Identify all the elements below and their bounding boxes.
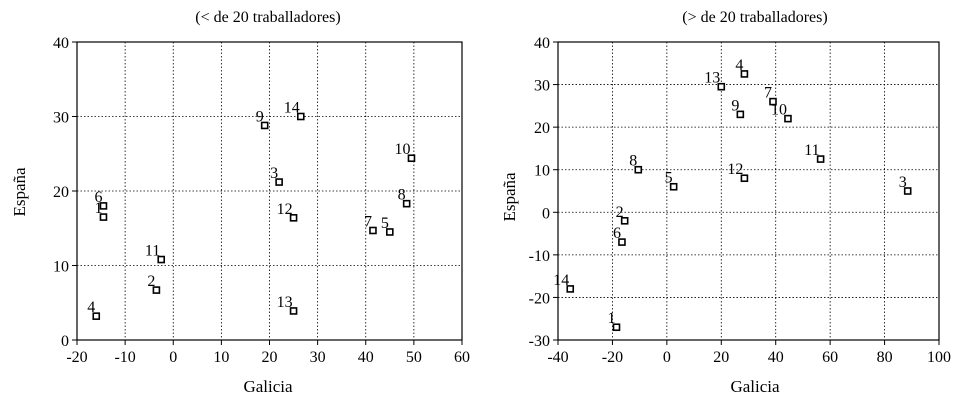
- y-tick-label: 20: [534, 120, 550, 137]
- data-point-1: [99, 213, 108, 221]
- x-tick-label: -10: [114, 349, 135, 366]
- chart-title: (> de 20 traballadores): [682, 9, 827, 26]
- scatter-chart-large-firms: (> de 20 traballadores) Galicia España -…: [500, 9, 951, 396]
- x-axis-label: Galicia: [243, 377, 293, 396]
- data-point-label: 9: [256, 108, 264, 125]
- data-point-7: [369, 226, 377, 235]
- x-tick-label: 40: [768, 349, 784, 366]
- data-point-12: [740, 174, 749, 183]
- x-tick-label: 40: [358, 349, 374, 366]
- y-tick-label: 40: [53, 35, 69, 52]
- data-point-2: [620, 217, 629, 225]
- data-point-label: 7: [764, 85, 772, 102]
- data-point-label: 11: [145, 243, 160, 260]
- x-tick-label: 0: [663, 349, 671, 366]
- data-point-label: 8: [629, 153, 637, 170]
- data-point-12: [289, 214, 298, 222]
- data-point-label: 2: [147, 273, 155, 290]
- data-point-label: 14: [284, 100, 300, 117]
- data-point-3: [275, 178, 283, 186]
- data-point-label: 10: [771, 102, 787, 119]
- y-tick-label: -10: [529, 248, 550, 265]
- data-point-label: 7: [364, 213, 372, 230]
- y-axis-label: España: [10, 167, 29, 217]
- y-axis-label: España: [500, 172, 519, 222]
- x-tick-label: 80: [877, 349, 893, 366]
- data-point-13: [717, 82, 726, 91]
- y-tick-label: 20: [53, 184, 69, 201]
- x-tick-label: -20: [602, 349, 623, 366]
- y-tick-label: 30: [534, 78, 550, 95]
- data-point-3: [903, 187, 912, 195]
- x-tick-label: 60: [454, 349, 470, 366]
- data-point-9: [736, 110, 745, 119]
- data-point-label: 11: [804, 142, 819, 159]
- data-point-4: [740, 70, 749, 78]
- data-point-10: [784, 114, 792, 123]
- x-tick-label: 50: [406, 349, 422, 366]
- y-tick-label: 0: [542, 205, 550, 222]
- x-axis-label: Galicia: [730, 377, 780, 396]
- data-point-14: [566, 285, 575, 293]
- x-tick-label: 10: [213, 349, 229, 366]
- y-tick-label: 30: [53, 110, 69, 127]
- data-point-11: [816, 155, 825, 163]
- data-point-13: [289, 307, 298, 315]
- data-point-label: 6: [613, 225, 621, 242]
- x-tick-label: 0: [169, 349, 177, 366]
- data-point-10: [407, 154, 416, 163]
- data-point-1: [612, 323, 621, 332]
- data-point-8: [634, 165, 643, 174]
- data-point-6: [99, 202, 108, 210]
- y-tick-label: 40: [534, 35, 550, 52]
- data-point-label: 8: [398, 187, 406, 204]
- data-point-6: [618, 238, 626, 246]
- data-point-7: [769, 97, 777, 106]
- y-tick-label: -30: [529, 333, 550, 350]
- data-point-9: [260, 121, 269, 130]
- data-point-label: 10: [394, 141, 410, 158]
- data-point-11: [157, 255, 166, 264]
- plot-frame: [557, 41, 940, 341]
- x-tick-label: -20: [66, 349, 87, 366]
- y-tick-label: 10: [534, 163, 550, 180]
- data-point-4: [92, 312, 101, 320]
- data-point-label: 14: [553, 272, 569, 289]
- data-point-label: 2: [616, 204, 624, 221]
- y-tick-label: 10: [53, 259, 69, 276]
- x-tick-label: 100: [927, 349, 951, 366]
- data-point-label: 6: [94, 189, 102, 206]
- data-point-label: 13: [704, 70, 720, 87]
- data-point-label: 13: [277, 294, 293, 311]
- data-point-label: 3: [899, 174, 907, 191]
- data-point-label: 4: [735, 57, 743, 74]
- data-point-label: 5: [381, 215, 389, 232]
- x-tick-label: 20: [713, 349, 729, 366]
- x-tick-label: 20: [262, 349, 278, 366]
- data-point-label: 9: [731, 97, 739, 114]
- y-tick-label: -20: [529, 290, 550, 307]
- x-tick-label: 30: [310, 349, 326, 366]
- data-point-label: 12: [727, 161, 743, 178]
- y-tick-label: 0: [61, 333, 69, 350]
- data-point-5: [669, 182, 678, 191]
- data-point-label: 3: [270, 165, 278, 182]
- x-tick-label: -40: [547, 349, 568, 366]
- data-point-label: 1: [94, 200, 102, 217]
- scatter-chart-small-firms: (< de 20 traballadores) Galicia España -…: [10, 9, 470, 396]
- chart-title: (< de 20 traballadores): [195, 9, 340, 26]
- data-point-label: 1: [608, 310, 616, 327]
- data-point-5: [386, 228, 394, 236]
- data-point-label: 4: [87, 299, 95, 316]
- data-point-14: [296, 112, 305, 121]
- data-point-2: [152, 286, 161, 294]
- data-point-label: 5: [665, 170, 673, 187]
- data-point-label: 12: [277, 201, 293, 218]
- x-tick-label: 60: [822, 349, 838, 366]
- data-point-8: [402, 199, 411, 208]
